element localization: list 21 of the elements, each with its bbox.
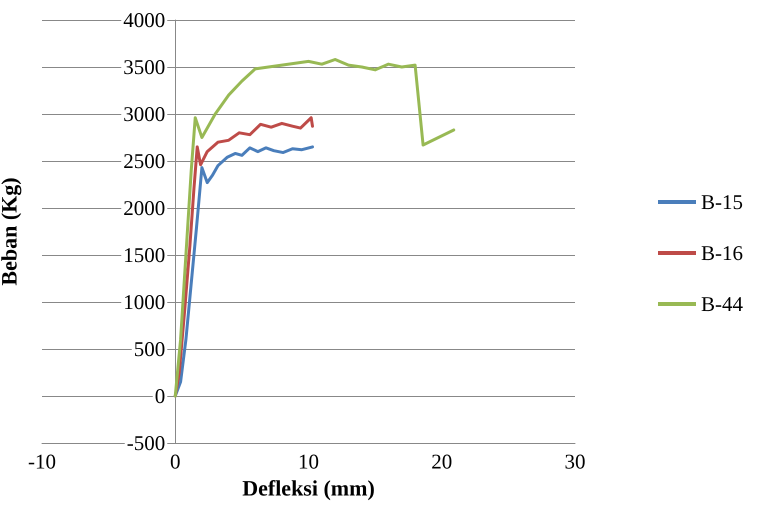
line-series <box>174 58 456 398</box>
x-tick-label: 20 <box>431 450 452 474</box>
y-tick-label: 3000 <box>123 102 166 126</box>
y-tick-label: 4000 <box>123 8 166 32</box>
x-tick-label: 10 <box>298 450 319 474</box>
legend-label: B-16 <box>701 241 743 265</box>
y-tick-label: 3500 <box>123 55 166 79</box>
y-tick-label: 500 <box>134 337 166 361</box>
y-tick-label: 2000 <box>123 196 166 220</box>
legend-label: B-15 <box>701 190 743 214</box>
y-tick-label: 0 <box>154 384 166 408</box>
legend-label: B-44 <box>701 292 744 316</box>
x-tick-label: 30 <box>564 450 586 474</box>
y-tick-label: -500 <box>126 431 166 455</box>
y-tick-label: 2500 <box>123 149 166 173</box>
x-axis-title: Defleksi (mm) <box>242 475 375 500</box>
y-tick-label: 1500 <box>123 243 166 267</box>
x-tick-label: 0 <box>170 450 180 474</box>
x-tick-label: -10 <box>28 450 56 474</box>
y-tick-label: 1000 <box>123 290 166 314</box>
y-axis-title: Beban (Kg) <box>0 177 22 286</box>
